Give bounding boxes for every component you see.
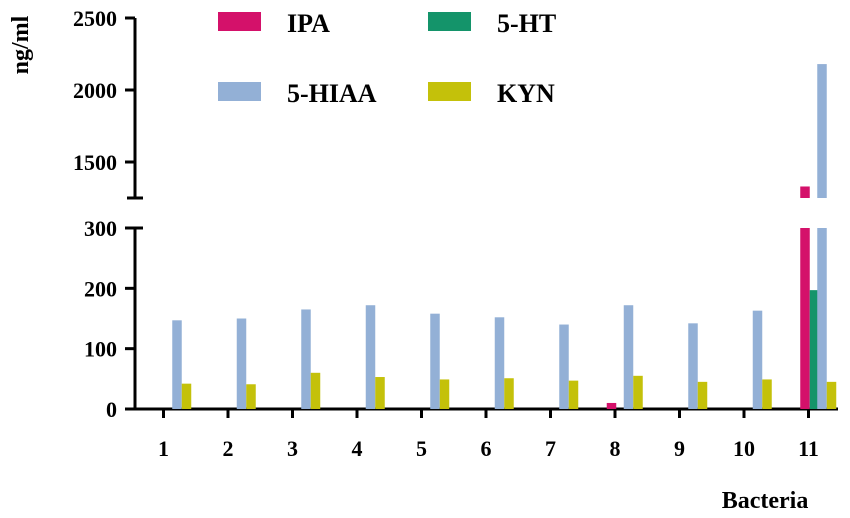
x-tick-label: 10: [733, 436, 755, 461]
bar-kyn-11: [826, 381, 837, 409]
x-tick-label: 6: [481, 436, 492, 461]
bar-kyn-9: [697, 381, 708, 409]
bar-kyn-4: [375, 377, 385, 409]
bar-5-ht-11: [809, 290, 820, 409]
bar-5-hiaa-9: [688, 323, 698, 409]
bar-5-hiaa-11-lower-segment: [817, 228, 827, 409]
bar-kyn-10: [762, 379, 772, 409]
bar-5-hiaa-10: [752, 310, 763, 409]
bar-kyn-2: [246, 384, 256, 409]
legend: IPA 5-HT 5-HIAA KYN: [218, 9, 556, 108]
bar-kyn-7: [568, 380, 579, 409]
x-tick-label: 9: [674, 436, 685, 461]
x-tick-label: 5: [416, 436, 427, 461]
bar-5-hiaa-8: [623, 305, 634, 409]
x-tick-label: 7: [545, 436, 556, 461]
bar-kyn-5: [439, 379, 450, 409]
y-tick-label: 2500: [73, 6, 117, 31]
bar-kyn-6: [504, 378, 514, 409]
y-axis: [127, 18, 143, 409]
y-tick-label: 300: [84, 216, 117, 241]
bar-5-hiaa-1: [172, 320, 182, 409]
bar-ipa-11-lower-segment: [800, 228, 810, 409]
bar-kyn-8: [633, 375, 643, 409]
y-axis-title: ng/ml: [8, 15, 34, 74]
y-tick-label: 2000: [73, 78, 117, 103]
legend-swatch-5-hiaa: [218, 82, 261, 101]
legend-swatch-kyn: [428, 82, 471, 101]
legend-label-5-hiaa: 5-HIAA: [287, 79, 377, 108]
bar-5-hiaa-2: [236, 318, 247, 409]
bar-5-hiaa-5: [430, 313, 440, 409]
legend-label-5-ht: 5-HT: [497, 9, 556, 38]
x-tick-label: 2: [223, 436, 234, 461]
bar-5-hiaa-11-upper-segment: [817, 64, 827, 198]
legend-swatch-ipa: [218, 12, 261, 31]
bar-ipa-8: [606, 402, 617, 409]
legend-label-ipa: IPA: [287, 9, 330, 38]
bar-ipa-11-upper-segment: [800, 186, 810, 198]
x-tick-label: 11: [798, 436, 819, 461]
y-tick-label: 1500: [73, 150, 117, 175]
x-tick-label: 8: [610, 436, 621, 461]
bar-kyn-1: [181, 383, 192, 409]
bars: [172, 64, 837, 409]
bar-5-hiaa-7: [559, 324, 569, 409]
legend-swatch-5-ht: [428, 12, 471, 31]
x-tick-label: 4: [352, 436, 363, 461]
bar-5-hiaa-6: [494, 317, 505, 409]
x-axis-title: Bacteria: [722, 488, 809, 514]
axis-ticks: 0 100 200 300 1500 2000 2500 1 2 3 4 5 6 7 8 9 10 11: [73, 6, 819, 461]
x-tick-label: 3: [287, 436, 298, 461]
legend-label-kyn: KYN: [497, 79, 555, 108]
bar-kyn-3: [310, 372, 321, 409]
x-tick-label: 1: [158, 436, 169, 461]
bar-5-hiaa-4: [365, 305, 376, 409]
y-tick-label: 200: [84, 276, 117, 301]
y-tick-label: 0: [106, 397, 117, 422]
bar-5-hiaa-3: [301, 309, 311, 409]
y-tick-label: 100: [84, 337, 117, 362]
